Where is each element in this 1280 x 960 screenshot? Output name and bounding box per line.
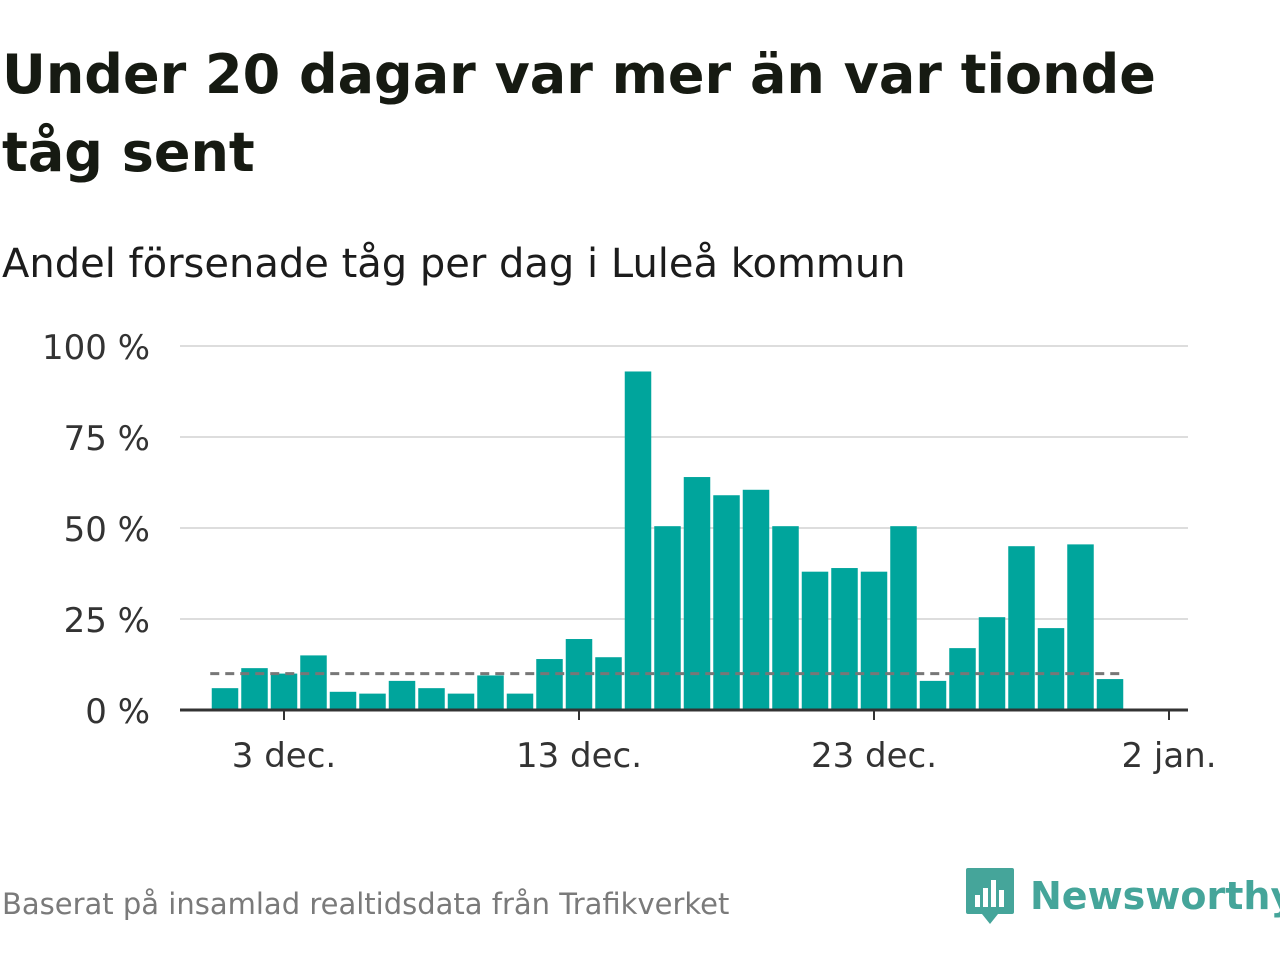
y-tick-label: 75 % — [64, 419, 150, 459]
x-tick-label: 23 dec. — [811, 736, 937, 776]
brand-name: Newsworthy — [1030, 874, 1280, 918]
bar — [447, 693, 475, 710]
bar — [654, 526, 681, 710]
bar — [713, 495, 740, 710]
bar — [1037, 628, 1065, 710]
y-tick-label: 25 % — [64, 601, 150, 641]
bar — [211, 688, 239, 710]
y-tick-label: 100 % — [42, 328, 150, 368]
newsworthy-logo-icon — [966, 868, 1014, 924]
bar — [831, 568, 858, 710]
bar — [418, 688, 445, 710]
bar — [536, 659, 563, 710]
bar — [624, 371, 652, 710]
bar — [388, 680, 416, 710]
bar — [860, 571, 888, 710]
bar — [329, 691, 357, 710]
bar — [1008, 546, 1035, 710]
bar — [241, 668, 268, 710]
bar — [1067, 544, 1094, 710]
bar-chart: 0 % 25 % 50 % 75 % 100 % 3 dec. 13 dec. 23 dec.… — [42, 328, 1217, 776]
chart-title: Under 20 dagar var mer än var tionde tåg… — [2, 43, 1156, 184]
bar — [506, 693, 534, 710]
bar — [978, 617, 1006, 710]
bar — [1096, 679, 1124, 710]
bar — [300, 655, 327, 710]
x-tick-label: 13 dec. — [516, 736, 642, 776]
source-note: Baserat på insamlad realtidsdata från Tr… — [2, 887, 730, 921]
bar — [742, 489, 770, 710]
bar — [270, 673, 298, 710]
brand-logo: Newsworthy — [964, 864, 1280, 928]
bar — [801, 571, 829, 710]
bar — [595, 657, 622, 710]
chart-subtitle: Andel försenade tåg per dag i Luleå komm… — [2, 241, 906, 287]
x-tick-label: 3 dec. — [232, 736, 336, 776]
bar — [359, 693, 386, 710]
bar — [919, 680, 947, 710]
bar — [890, 526, 917, 710]
bar — [772, 526, 799, 710]
y-tick-label: 0 % — [85, 692, 150, 732]
y-tick-label: 50 % — [64, 510, 150, 550]
bar — [949, 648, 976, 710]
x-tick-label: 2 jan. — [1121, 736, 1216, 776]
bar — [683, 477, 711, 710]
bar — [477, 675, 504, 710]
